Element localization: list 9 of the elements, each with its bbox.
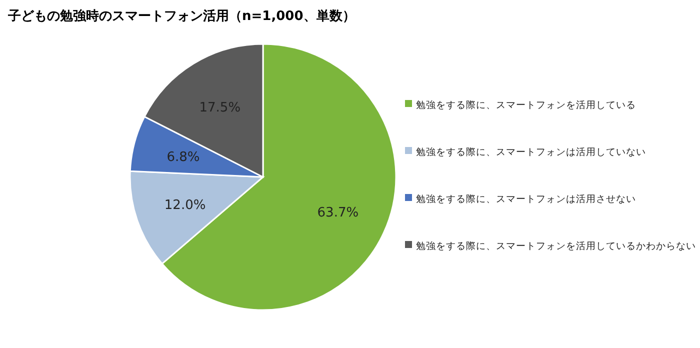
data-label: 17.5% [199, 100, 241, 116]
legend-label: 勉強をする際に、スマートフォンを活用しているかわからない [416, 240, 696, 252]
data-label: 6.8% [166, 150, 200, 165]
chart-title: 子どもの勉強時のスマートフォン活用（n=1,000、単数） [7, 8, 356, 24]
legend-label: 勉強をする際に、スマートフォンは活用させない [416, 193, 636, 205]
legend-label: 勉強をする際に、スマートフォンを活用している [416, 99, 636, 111]
data-label: 12.0% [164, 198, 206, 213]
data-label: 63.7% [317, 205, 359, 220]
legend-label: 勉強をする際に、スマートフォンは活用していない [416, 146, 646, 158]
